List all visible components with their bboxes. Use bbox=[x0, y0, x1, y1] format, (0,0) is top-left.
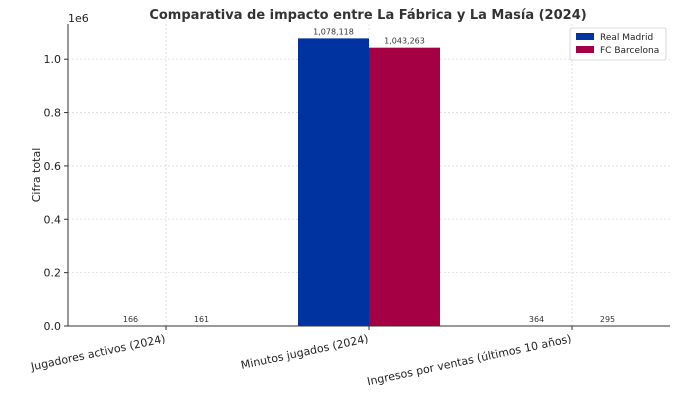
legend-swatch bbox=[576, 33, 594, 40]
bar-data-label: 161 bbox=[194, 315, 209, 324]
x-tick-label: Ingresos por ventas (últimos 10 años) bbox=[366, 332, 573, 388]
bar-data-label: 1,043,263 bbox=[384, 37, 425, 46]
y-tick-label: 1.0 bbox=[44, 53, 62, 66]
legend: Real Madrid FC Barcelona bbox=[569, 27, 667, 61]
x-tick-label: Jugadores activos (2024) bbox=[29, 332, 167, 373]
x-tick-label: Minutos jugados (2024) bbox=[240, 332, 370, 372]
bar-data-label: 166 bbox=[123, 315, 138, 324]
y-tick-label: 0.4 bbox=[44, 213, 62, 226]
bar-fc-barcelona bbox=[369, 47, 440, 327]
bar-data-label: 295 bbox=[600, 315, 615, 324]
y-tick-label: 0.2 bbox=[44, 267, 62, 280]
y-tick-label: 0.0 bbox=[44, 320, 62, 333]
legend-label: FC Barcelona bbox=[600, 46, 659, 56]
y-tick-label: 0.8 bbox=[44, 107, 62, 120]
legend-swatch bbox=[576, 46, 594, 53]
y-axis-label: Cifra total bbox=[30, 148, 43, 203]
bar-real-madrid bbox=[298, 38, 369, 326]
bar-data-label: 1,078,118 bbox=[313, 27, 354, 36]
bar-data-label: 364 bbox=[529, 315, 544, 324]
bars bbox=[95, 38, 643, 327]
chart-title: Comparativa de impacto entre La Fábrica … bbox=[149, 8, 586, 23]
legend-label: Real Madrid bbox=[600, 33, 653, 43]
data-labels: 166 1,078,118 364 161 1,043,263 295 bbox=[123, 27, 615, 324]
y-tick-label: 0.6 bbox=[44, 160, 62, 173]
y-axis-offset-label: 1e6 bbox=[68, 12, 89, 25]
